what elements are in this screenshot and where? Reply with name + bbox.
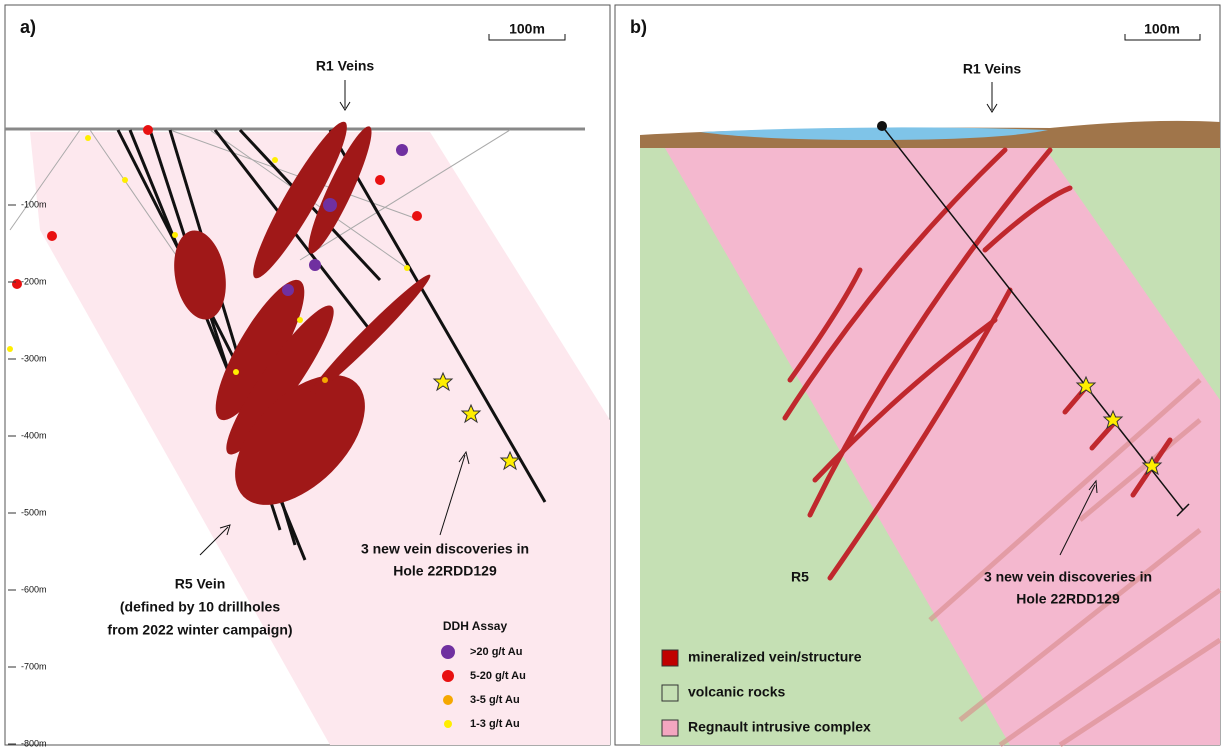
panel-a: a) 100m R1 Veins -100m -200m -300m -400m -50… <box>5 5 610 748</box>
note-line: 3 new vein discoveries in <box>361 541 529 557</box>
legend-label: 1-3 g/t Au <box>470 718 520 730</box>
legend-symbol <box>442 670 454 682</box>
depth-label: -200m <box>21 276 47 286</box>
vein-label: R5 <box>791 569 809 585</box>
legend-symbol <box>444 720 452 728</box>
legend-label: 3-5 g/t Au <box>470 694 520 706</box>
legend-label: >20 g/t Au <box>470 646 522 658</box>
note-line: Hole 22RDD129 <box>393 563 497 579</box>
legend-title: DDH Assay <box>443 619 508 633</box>
collar <box>877 121 887 131</box>
depth-label: -800m <box>21 738 47 748</box>
depth-label: -400m <box>21 430 47 440</box>
note-line: Hole 22RDD129 <box>1016 591 1120 607</box>
scale-text: 100m <box>509 21 545 37</box>
legend-label: 5-20 g/t Au <box>470 670 526 682</box>
legend-label: Regnault intrusive complex <box>688 719 871 735</box>
legend-swatch <box>662 650 678 666</box>
panel-label: b) <box>630 17 647 37</box>
depth-label: -300m <box>21 353 47 363</box>
depth-label: -600m <box>21 584 47 594</box>
legend-label: volcanic rocks <box>688 684 785 700</box>
legend-symbol <box>443 695 453 705</box>
callout: R1 Veins <box>316 58 375 74</box>
note-line: R5 Vein <box>175 576 226 592</box>
panel-label: a) <box>20 17 36 37</box>
note-line: (defined by 10 drillholes <box>120 599 280 615</box>
panel-b: b) 100m R1 Veins R5 3 new vein discoveri… <box>615 5 1220 745</box>
note-line: 3 new vein discoveries in <box>984 569 1152 585</box>
callout: R1 Veins <box>963 61 1022 77</box>
depth-label: -700m <box>21 661 47 671</box>
legend-symbol <box>441 645 455 659</box>
figure: a) 100m R1 Veins -100m -200m -300m -400m -50… <box>0 0 1225 750</box>
depth-label: -100m <box>21 199 47 209</box>
legend-swatch <box>662 720 678 736</box>
note-line: from 2022 winter campaign) <box>107 622 292 638</box>
depth-label: -500m <box>21 507 47 517</box>
legend-label: mineralized vein/structure <box>688 649 862 665</box>
scale-text: 100m <box>1144 21 1180 37</box>
legend-swatch <box>662 685 678 701</box>
